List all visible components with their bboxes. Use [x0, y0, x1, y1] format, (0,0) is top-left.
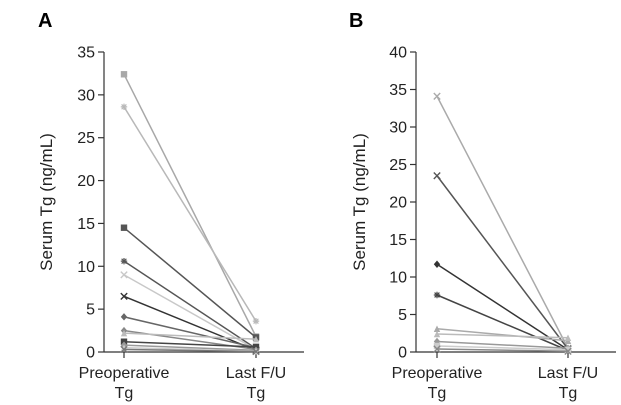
panel-b-x-tick-label: Tg [428, 385, 447, 402]
panel-b-series-line [436, 348, 569, 352]
panel-b-data-point [433, 330, 441, 338]
panel-b: B Serum Tg (ng/mL) 0 5 10 15 20 25 30 35 40 Preop… [349, 10, 616, 402]
panel-a-data-point [120, 271, 128, 279]
panel-a-data-point [120, 313, 128, 321]
panel-b-data-point [433, 172, 441, 180]
panel-a-data-point [120, 292, 128, 300]
panel-a-series-line [123, 227, 257, 339]
panel-a-letter: A [38, 10, 52, 32]
panel-b-series-line [436, 333, 569, 339]
panel-b-y-tick-label: 15 [389, 232, 407, 249]
panel-a-series-line [123, 274, 257, 351]
panel-b-data-point [564, 346, 572, 353]
panel-b-x-tick-label: Tg [559, 385, 578, 402]
panel-a-series-line [123, 348, 257, 353]
panel-b-x-tick-label: Preoperative [392, 365, 483, 382]
panel-a-y-tick-label: 25 [77, 130, 95, 147]
panel-b-series-line [436, 294, 569, 352]
panel-a-data-point [252, 335, 260, 343]
panel-a-data-point [120, 103, 128, 111]
panel-a-y-tick-label: 10 [77, 259, 95, 276]
panel-a-x-tick-label: Last F/U [226, 365, 286, 382]
panel-b-y-tick-label: 10 [389, 270, 407, 287]
panel-b-y-tick-label: 0 [398, 345, 407, 362]
panel-b-series-line [436, 340, 569, 349]
panel-b-data-point [433, 325, 441, 332]
panel-b-series-line [436, 175, 569, 350]
panel-b-series-line [436, 95, 569, 349]
panel-b-x-tick-label: Last F/U [538, 365, 598, 382]
panel-b-data-point [433, 291, 441, 299]
panel-b-data-point [433, 345, 441, 353]
panel-a-series-line [123, 316, 257, 349]
panel-b-series-line [436, 345, 569, 351]
panel-a-data-point [120, 257, 128, 265]
panel-b-series-line [436, 263, 569, 351]
panel-a: A Serum Tg (ng/mL) 0 5 10 15 20 25 30 35 Preoper… [37, 10, 304, 402]
panel-b-y-tick-label: 40 [389, 45, 407, 62]
panel-a-x-tick-label: Tg [247, 385, 266, 402]
panel-b-data-point [564, 347, 572, 355]
panel-b-series-line [436, 328, 569, 342]
panel-a-y-tick-label: 5 [86, 302, 95, 319]
panel-a-data-point [120, 329, 128, 337]
panel-a-data-point [120, 71, 128, 78]
panel-b-data-point [433, 260, 441, 268]
panel-b-y-axis-title: Serum Tg (ng/mL) [350, 133, 369, 271]
panel-a-series-line [123, 260, 257, 350]
panel-b-y-tick-label: 5 [398, 307, 407, 324]
panel-a-y-tick-label: 35 [77, 45, 95, 62]
panel-b-y-tick-label: 20 [389, 195, 407, 212]
panel-a-series-line [123, 332, 257, 340]
panel-a-y-tick-label: 30 [77, 87, 95, 104]
panel-a-data-point [120, 345, 128, 354]
panel-a-y-tick-label: 15 [77, 216, 95, 233]
panel-b-y-tick-label: 35 [389, 82, 407, 99]
panel-b-data-point [433, 342, 441, 350]
panel-b-letter: B [349, 10, 363, 32]
panel-a-series-line [123, 295, 257, 351]
panel-a-series-line [123, 106, 257, 322]
panel-a-series-line [123, 73, 257, 337]
panel-a-data-point [252, 317, 260, 325]
panel-a-y-tick-label: 0 [86, 345, 95, 362]
panel-a-y-axis-title: Serum Tg (ng/mL) [37, 133, 56, 271]
panel-b-y-tick-label: 25 [389, 157, 407, 174]
panel-a-x-tick-label: Tg [115, 385, 134, 402]
panel-a-series-line [123, 340, 257, 348]
panel-b-plot: 0 5 10 15 20 25 30 35 40 Preoperative Tg Last F/U Tg [389, 45, 616, 402]
panel-b-y-tick-label: 30 [389, 120, 407, 137]
panel-a-plot: 0 5 10 15 20 25 30 35 Preoperative Tg Last F/U Tg [77, 45, 304, 402]
panel-a-series-line [123, 344, 257, 352]
panel-a-y-tick-label: 20 [77, 173, 95, 190]
panel-a-x-tick-label: Preoperative [79, 365, 170, 382]
panel-b-data-point [564, 334, 572, 341]
panel-a-data-point [120, 224, 128, 231]
panel-a-data-point [252, 347, 260, 356]
panel-b-data-point [433, 92, 441, 100]
